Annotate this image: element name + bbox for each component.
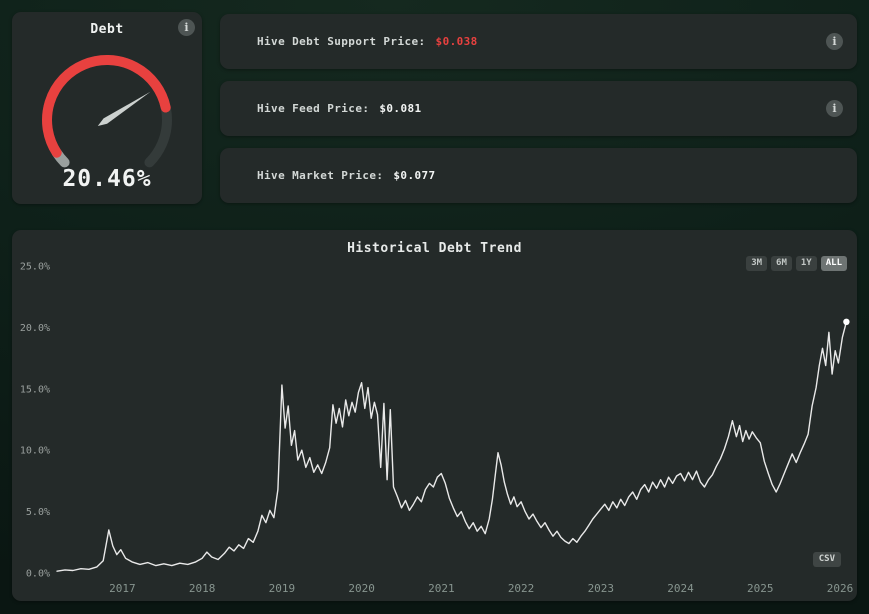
x-axis-tick-label: 2023	[588, 582, 615, 595]
range-all-button[interactable]: ALL	[820, 256, 847, 271]
y-axis-tick-label: 0.0%	[26, 569, 50, 580]
info-icon[interactable]: i	[178, 19, 195, 36]
y-axis-tick-label: 15.0%	[20, 384, 50, 395]
gauge-title: Debt	[90, 22, 124, 37]
latest-value-marker	[843, 318, 850, 325]
x-axis-tick-label: 2017	[109, 582, 136, 595]
feed-price-card: Hive Feed Price: $0.081 i	[220, 81, 857, 136]
debt-gauge	[42, 54, 172, 168]
debt-gauge-card: Debt i 20.46%	[12, 12, 202, 204]
range-1y-button[interactable]: 1Y	[795, 256, 817, 271]
x-axis-tick-label: 2025	[747, 582, 774, 595]
range-6m-button[interactable]: 6M	[771, 256, 792, 271]
debt-support-price-label: Hive Debt Support Price:	[257, 35, 426, 48]
market-price-value: $0.077	[393, 169, 436, 182]
x-axis-tick-label: 2018	[189, 582, 216, 595]
debt-trend-chart: 0.0% 5.0% 10.0% 15.0% 20.0% 25.0% 2017 2018 2019…	[20, 262, 854, 596]
x-axis-tick-label: 2019	[269, 582, 296, 595]
y-axis-tick-label: 25.0%	[20, 262, 50, 273]
y-axis-tick-label: 5.0%	[26, 507, 50, 518]
y-axis-tick-label: 20.0%	[20, 323, 50, 334]
feed-price-label: Hive Feed Price:	[257, 102, 370, 115]
debt-support-price-value: $0.038	[435, 35, 478, 48]
debt-support-price-card: Hive Debt Support Price: $0.038 i	[220, 14, 857, 69]
chart-title: Historical Debt Trend	[347, 241, 522, 256]
csv-export-button[interactable]: CSV	[812, 552, 841, 567]
market-price-label: Hive Market Price:	[257, 169, 384, 182]
market-price-card: Hive Market Price: $0.077	[220, 148, 857, 203]
x-axis-tick-label: 2024	[667, 582, 694, 595]
info-icon[interactable]: i	[826, 33, 843, 50]
x-axis-tick-label: 2021	[428, 582, 455, 595]
x-axis-tick-label: 2020	[348, 582, 375, 595]
debt-trend-line	[56, 321, 848, 572]
gauge-value: 20.46%	[62, 166, 152, 192]
x-axis-tick-label: 2022	[508, 582, 535, 595]
gauge-fill-arc	[42, 55, 171, 158]
y-axis-tick-label: 10.0%	[20, 446, 50, 457]
historical-debt-trend-card: Historical Debt Trend 3M 6M 1Y ALL 0.0% 5…	[12, 230, 857, 601]
info-icon[interactable]: i	[826, 100, 843, 117]
range-button-group: 3M 6M 1Y ALL	[746, 256, 847, 271]
range-3m-button[interactable]: 3M	[746, 256, 768, 271]
feed-price-value: $0.081	[379, 102, 422, 115]
x-axis-tick-label: 2026	[827, 582, 854, 595]
gauge-needle	[97, 91, 151, 126]
